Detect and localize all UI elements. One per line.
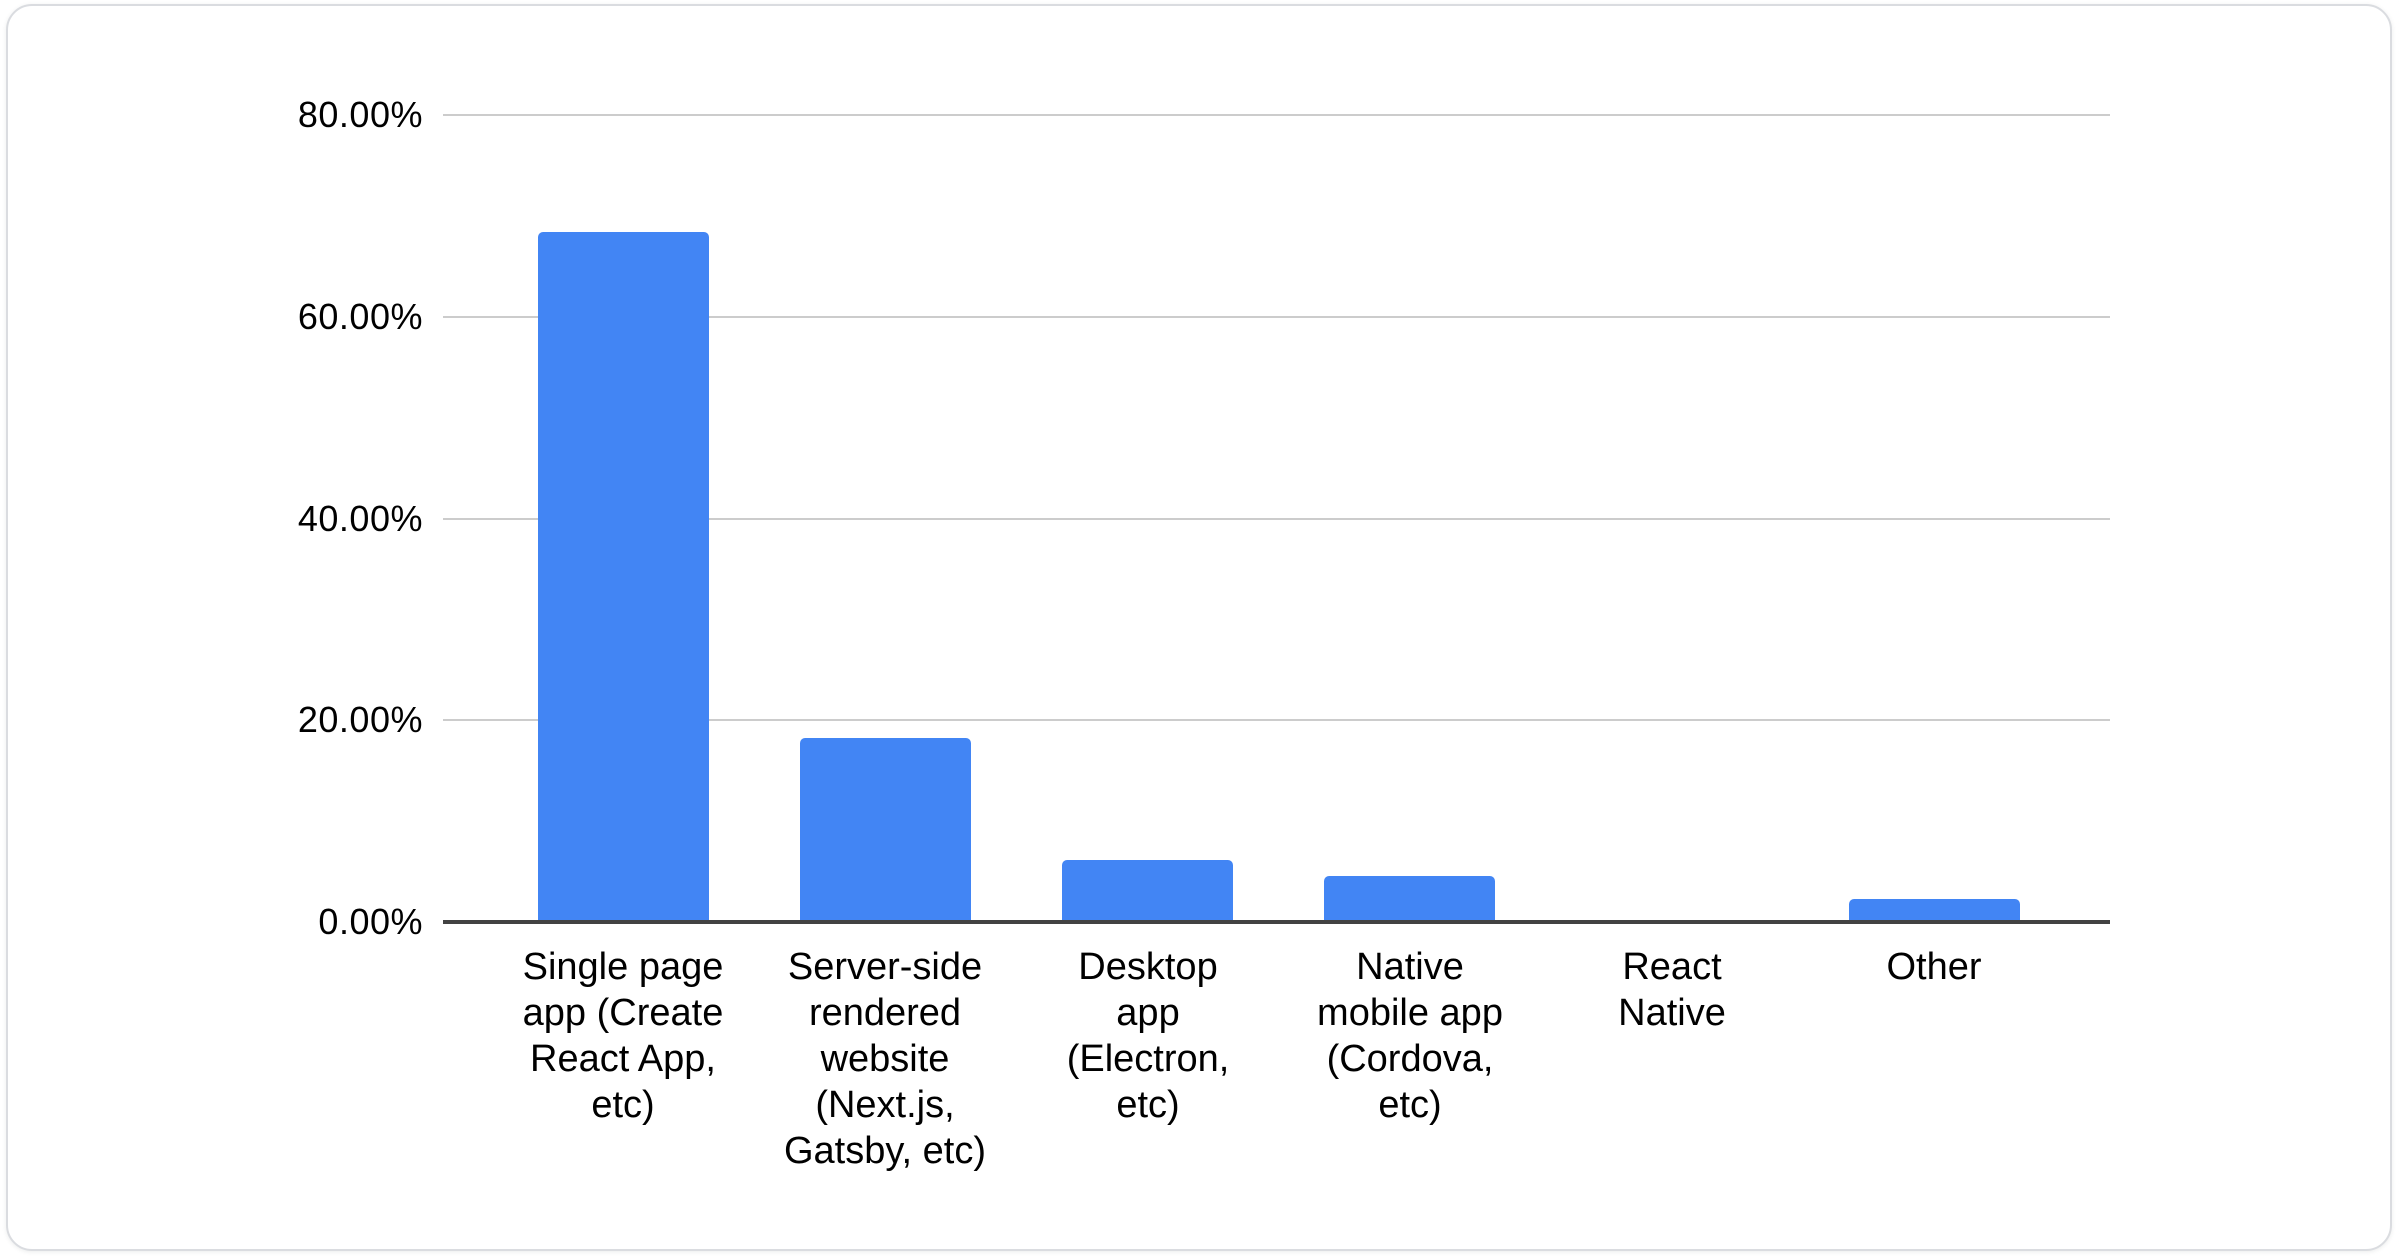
gridline-40 <box>443 517 2110 520</box>
x-axis-category-label: Desktop app (Electron, etc) <box>1066 946 1230 1126</box>
bar-single-page-app[interactable] <box>538 232 709 924</box>
x-axis-category-label: Other <box>1886 946 1982 988</box>
bar-other[interactable] <box>1849 899 2020 924</box>
x-axis-line <box>443 920 2110 924</box>
x-axis-category-label: React Native <box>1618 946 1726 1034</box>
gridline-80 <box>443 114 2110 116</box>
y-axis-tick-label: 0.00% <box>318 901 423 942</box>
bar-server-side-rendered[interactable] <box>800 738 971 924</box>
gridline-60 <box>443 315 2110 318</box>
y-axis-tick-label: 60.00% <box>297 295 423 337</box>
y-axis-tick-label: 20.00% <box>297 699 423 741</box>
x-axis-category-label: Single page app (Create React App, etc) <box>522 946 724 1126</box>
gridline-20 <box>443 719 2110 722</box>
y-axis-tick-label: 80.00% <box>297 94 423 135</box>
chart-card <box>6 4 2392 1251</box>
bar-desktop-app-electron[interactable] <box>1062 860 1233 924</box>
y-axis-tick-label: 40.00% <box>297 497 423 539</box>
x-axis-category-label: Native mobile app (Cordova, etc) <box>1317 946 1503 1126</box>
bar-native-mobile-app[interactable] <box>1324 876 1495 924</box>
x-axis-category-label: Server-side rendered website (Next.js, G… <box>783 946 987 1172</box>
